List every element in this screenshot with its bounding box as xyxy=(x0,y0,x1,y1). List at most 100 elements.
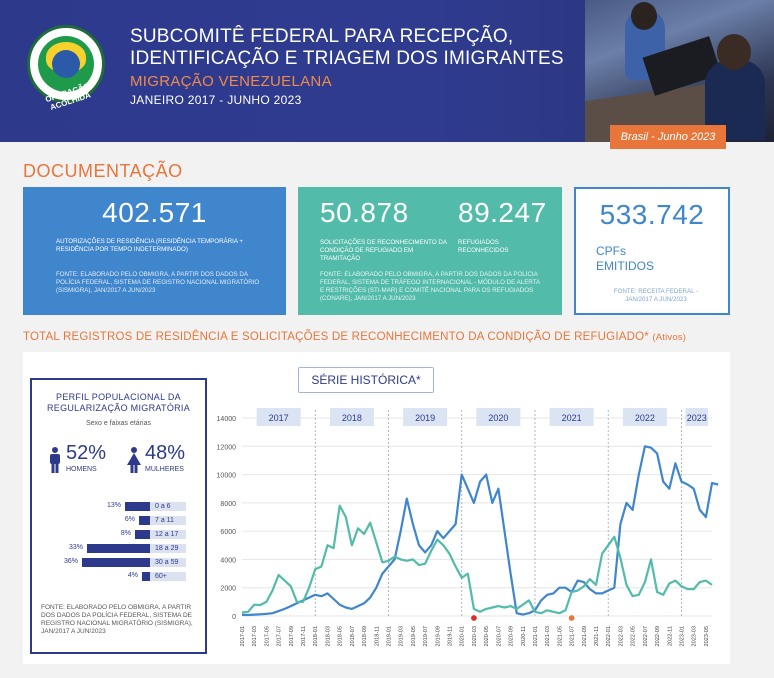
age-group-bar xyxy=(142,572,150,581)
x-tick-label: 2019-09 xyxy=(435,626,441,647)
y-tick-label: 8000 xyxy=(220,501,236,508)
event-marker xyxy=(469,613,479,623)
age-group-pct: 4% xyxy=(127,572,138,579)
residence-source: FONTE: ELABORADO PELO OBMIGRA, A PARTIR … xyxy=(56,271,260,294)
y-tick-label: 0 xyxy=(232,614,236,621)
x-tick-label: 2017-09 xyxy=(289,626,295,647)
population-profile: PERFIL POPULACIONAL DA REGULARIZAÇÃO MIG… xyxy=(30,378,207,654)
refugee-requests-value: 50.878 xyxy=(320,197,409,228)
age-group-label: 60+ xyxy=(150,572,186,581)
refugees-label: REFUGIADOS RECONHECIDOS xyxy=(458,239,509,254)
man-icon xyxy=(50,447,60,473)
residence-card: 402.571 AUTORIZAÇÕES DE RESIDÊNCIA (RESI… xyxy=(23,187,286,315)
x-tick-label: 2021-07 xyxy=(570,626,576,647)
x-tick-label: 2021-09 xyxy=(582,626,588,647)
x-tick-label: 2023-03 xyxy=(692,626,698,647)
x-tick-label: 2017-11 xyxy=(301,626,307,646)
year-label: 2017 xyxy=(269,413,289,423)
y-tick-label: 4000 xyxy=(220,557,236,564)
x-tick-label: 2022-07 xyxy=(643,626,649,647)
x-tick-label: 2022-03 xyxy=(618,626,624,647)
cpf-card: 533.742 CPFs EMITIDOS FONTE: RECEITA FED… xyxy=(574,187,730,315)
profile-subtitle: Sexo e faixas etárias xyxy=(86,420,151,427)
refugees-value: 89.247 xyxy=(458,197,547,228)
year-label: 2023 xyxy=(687,413,707,423)
x-tick-label: 2017-05 xyxy=(264,626,270,647)
refugee-source: FONTE: ELABORADO PELO OBMIGRA, A PARTIR … xyxy=(320,271,540,302)
series-line-refugee xyxy=(241,504,713,615)
women-pct: 48% xyxy=(145,442,186,464)
subsection-title: TOTAL REGISTROS DE RESIDÊNCIA E SOLICITA… xyxy=(23,331,687,343)
y-tick-label: 10000 xyxy=(217,473,237,480)
age-group-pct: 36% xyxy=(63,558,78,565)
x-tick-label: 2020-07 xyxy=(496,626,502,647)
woman-icon xyxy=(127,447,141,473)
y-tick-label: 6000 xyxy=(220,529,236,536)
year-band xyxy=(549,408,594,426)
page-subtitle: MIGRAÇÃO VENEZUELANA xyxy=(130,73,332,90)
x-tick-label: 2020-03 xyxy=(472,626,478,647)
y-tick-label: 14000 xyxy=(217,416,237,423)
refugee-requests-label: SOLICITAÇÕES DE RECONHECIMENTO DA CONDIÇ… xyxy=(320,239,447,262)
x-tick-label: 2019-05 xyxy=(411,626,417,647)
y-tick-label: 2000 xyxy=(220,586,236,593)
year-label: 2019 xyxy=(415,413,435,423)
year-band xyxy=(685,408,708,426)
x-tick-label: 2022-11 xyxy=(667,626,673,646)
section-title: DOCUMENTAÇÃO xyxy=(23,161,183,181)
x-tick-label: 2017-03 xyxy=(252,626,258,647)
x-tick-label: 2020-05 xyxy=(484,626,490,647)
age-group-pct: 13% xyxy=(106,502,121,509)
refugee-card: 50.878 89.247 SOLICITAÇÕES DE RECONHECIM… xyxy=(298,187,562,315)
age-group-pct: 6% xyxy=(124,516,135,523)
year-label: 2020 xyxy=(488,413,508,423)
men-label: HOMENS xyxy=(66,466,97,473)
women-label: MULHERES xyxy=(145,466,184,473)
x-tick-label: 2018-09 xyxy=(362,626,368,647)
x-tick-label: 2020-11 xyxy=(521,626,527,646)
residence-label: AUTORIZAÇÕES DE RESIDÊNCIA (RESIDÊNCIA T… xyxy=(56,238,243,253)
x-tick-label: 2022-01 xyxy=(606,626,612,647)
age-group-bar xyxy=(125,502,150,511)
profile-title: PERFIL POPULACIONAL DA REGULARIZAÇÃO MIG… xyxy=(46,392,191,413)
year-label: 2022 xyxy=(635,413,655,423)
x-tick-label: 2023-05 xyxy=(704,626,710,647)
x-tick-label: 2018-01 xyxy=(313,626,319,647)
x-tick-label: 2019-11 xyxy=(448,626,454,646)
operacao-acolhida-logo xyxy=(27,25,105,103)
x-tick-label: 2018-07 xyxy=(350,626,356,647)
header-photo xyxy=(585,0,774,142)
page-title: SUBCOMITÊ FEDERAL PARA RECEPÇÃO, IDENTIF… xyxy=(130,26,564,69)
x-tick-label: 2019-03 xyxy=(399,626,405,647)
residence-value: 402.571 xyxy=(102,197,207,228)
x-tick-label: 2022-09 xyxy=(655,626,661,647)
x-tick-label: 2018-05 xyxy=(338,626,344,647)
line-chart: 0 2000 4000 6000 8000 10000 12000 14000 2017 2018… xyxy=(217,408,719,647)
date-badge: Brasil - Junho 2023 xyxy=(610,125,726,149)
year-band xyxy=(476,408,521,426)
x-tick-label: 2021-11 xyxy=(594,626,600,646)
year-band xyxy=(622,408,667,426)
year-label: 2021 xyxy=(562,413,582,423)
age-group-bar xyxy=(87,544,150,553)
x-tick-label: 2019-01 xyxy=(386,626,392,647)
age-group-label: 18 a 29 xyxy=(150,544,186,553)
age-group-bar xyxy=(135,530,150,539)
x-tick-label: 2018-03 xyxy=(325,626,331,647)
age-group-label: 12 a 17 xyxy=(150,530,186,539)
x-tick-label: 2017-01 xyxy=(240,626,246,647)
year-band xyxy=(403,408,448,426)
profile-source: FONTE: ELABORADO PELO OBMIGRA, A PARTIR … xyxy=(41,604,193,635)
x-tick-label: 2023-01 xyxy=(679,626,685,647)
x-tick-label: 2018-11 xyxy=(374,626,380,646)
y-tick-label: 12000 xyxy=(217,444,237,451)
x-tick-label: 2017-07 xyxy=(277,626,283,647)
page-period: JANEIRO 2017 - JUNHO 2023 xyxy=(130,93,302,107)
age-group-bar xyxy=(82,558,150,567)
x-tick-label: 2022-05 xyxy=(631,626,637,647)
series-line-residence xyxy=(241,445,719,617)
age-group-pct: 8% xyxy=(120,530,131,537)
x-tick-label: 2020-09 xyxy=(509,626,515,647)
year-band xyxy=(256,408,301,426)
age-group-label: 7 a 11 xyxy=(150,516,186,525)
